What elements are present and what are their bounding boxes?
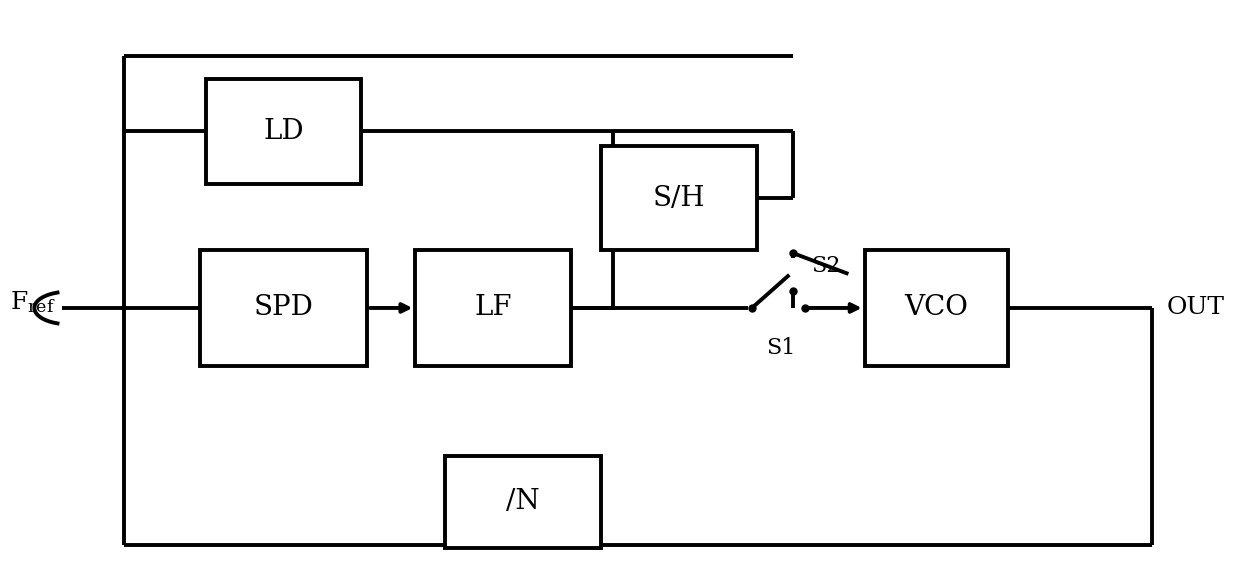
Text: $\mathregular{F_{ref}}$: $\mathregular{F_{ref}}$: [10, 289, 56, 315]
Text: S/H: S/H: [652, 184, 706, 211]
Text: LF: LF: [475, 295, 512, 322]
Text: SPD: SPD: [253, 295, 314, 322]
Bar: [864, 250, 1008, 366]
Bar: [415, 250, 572, 366]
Text: OUT: OUT: [1167, 296, 1224, 319]
Bar: [601, 146, 756, 250]
Text: S1: S1: [766, 338, 795, 359]
Text: /N: /N: [506, 488, 539, 515]
Bar: [200, 250, 367, 366]
Text: VCO: VCO: [904, 295, 968, 322]
Bar: [445, 456, 601, 548]
Text: LD: LD: [263, 118, 304, 145]
Text: S2: S2: [811, 255, 839, 277]
Bar: [206, 79, 361, 184]
